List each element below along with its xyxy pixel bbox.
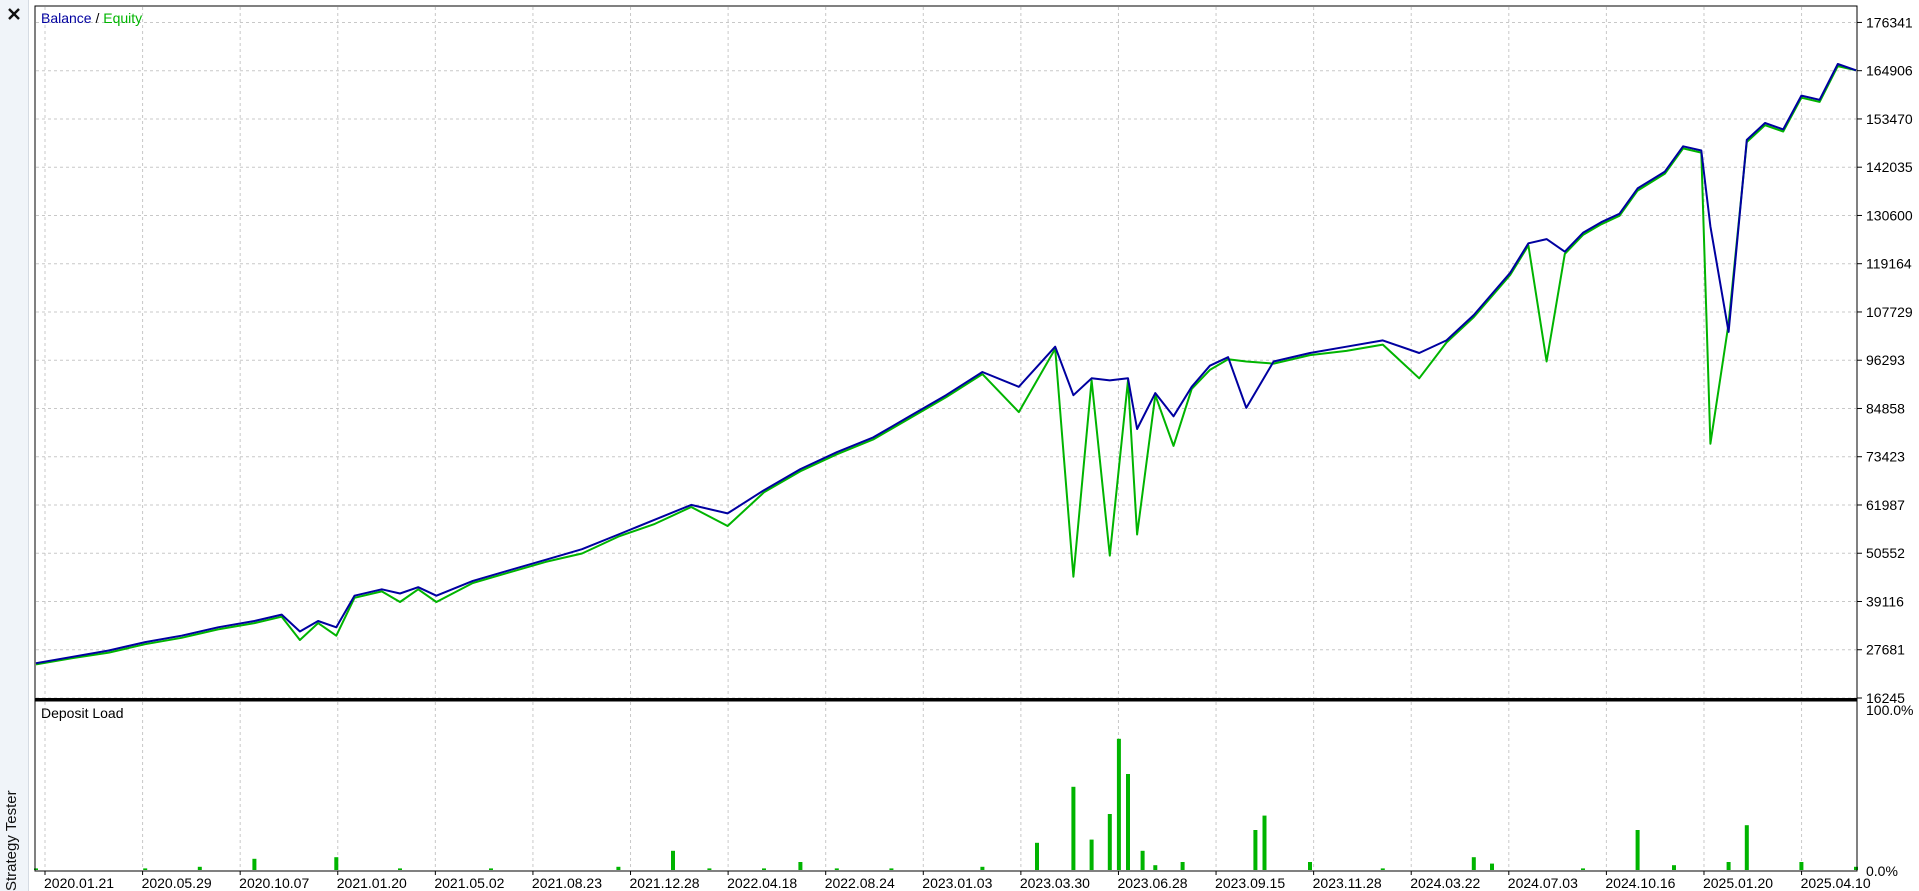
deposit-load-bar — [889, 868, 894, 870]
deposit-load-bar — [1490, 863, 1494, 870]
deposit-load-bar — [1180, 862, 1185, 870]
close-button[interactable] — [4, 4, 24, 24]
deposit-load-bar — [197, 866, 202, 870]
deposit-load-bar — [143, 868, 148, 870]
deposit-load-bar — [34, 868, 38, 870]
deposit-load-bar — [798, 862, 803, 870]
legend-equity: Equity — [103, 10, 142, 26]
y-axis: 16245 27681 39116 50552 61987 73423 84858 96293… — [1857, 14, 1913, 879]
deposit-load-bar — [980, 866, 985, 870]
x-tick-label: 2023.01.03 — [922, 875, 992, 891]
deposit-load-bar — [1471, 857, 1476, 870]
deposit-load-bar — [1089, 839, 1094, 870]
load-y-label-bottom: 0.0% — [1866, 863, 1898, 879]
x-tick-label: 2024.03.22 — [1410, 875, 1480, 891]
x-tick-label: 2022.04.18 — [727, 875, 797, 891]
deposit-load-bar — [1071, 786, 1076, 870]
deposit-load-bar — [1107, 814, 1112, 870]
deposit-load-bar — [334, 857, 339, 870]
deposit-load-bar — [1116, 738, 1121, 870]
x-tick-label: 2021.08.23 — [532, 875, 602, 891]
y-tick-label: 61987 — [1866, 497, 1905, 513]
deposit-load-bar — [1581, 868, 1585, 870]
x-tick-label: 2021.05.02 — [434, 875, 504, 891]
deposit-load-bar — [398, 868, 402, 870]
grid — [36, 7, 1856, 870]
y-tick-label: 176341 — [1866, 14, 1913, 30]
x-tick-label: 2023.09.15 — [1215, 875, 1285, 891]
x-tick-label: 2025.01.20 — [1703, 875, 1773, 891]
deposit-load-bar — [671, 850, 675, 870]
deposit-load-bar — [1140, 850, 1145, 870]
y-tick-label: 27681 — [1866, 642, 1905, 658]
y-tick-label: 73423 — [1866, 449, 1905, 465]
load-y-label-top: 100.0% — [1866, 702, 1913, 718]
deposit-load-bar — [1126, 774, 1130, 870]
deposit-load-bar — [1153, 865, 1158, 870]
x-tick-label: 2023.03.30 — [1020, 875, 1090, 891]
deposit-load-bar — [834, 868, 839, 870]
legend-balance: Balance — [41, 10, 92, 26]
deposit-load-bar — [1635, 830, 1640, 870]
x-tick-label: 2021.12.28 — [630, 875, 700, 891]
y-tick-label: 107729 — [1866, 304, 1913, 320]
x-tick-label: 2022.08.24 — [825, 875, 895, 891]
deposit-load-bar — [1726, 862, 1731, 870]
deposit-load-bar — [707, 868, 712, 870]
y-tick-label: 96293 — [1866, 352, 1905, 368]
deposit-load-bar — [1380, 868, 1385, 870]
x-tick-label: 2023.06.28 — [1117, 875, 1187, 891]
y-tick-label: 84858 — [1866, 400, 1905, 416]
deposit-load-bar — [616, 866, 621, 870]
deposit-load-bar — [1672, 865, 1676, 870]
x-tick-label: 2020.05.29 — [142, 875, 212, 891]
deposit-load-bar — [1799, 862, 1804, 870]
y-tick-label: 16245 — [1866, 690, 1905, 706]
y-tick-label: 130600 — [1866, 207, 1913, 223]
deposit-load-bar — [252, 858, 257, 870]
series — [35, 63, 1857, 666]
x-tick-label: 2024.10.16 — [1605, 875, 1675, 891]
deposit-load-bar — [1035, 842, 1039, 870]
deposit-load-bar — [489, 868, 493, 870]
x-tick-label: 2025.04.10 — [1801, 875, 1871, 891]
deposit-load-bar — [1253, 830, 1258, 870]
deposit-load-title: Deposit Load — [41, 705, 124, 721]
x-tick-label: 2024.07.03 — [1508, 875, 1578, 891]
y-tick-label: 50552 — [1866, 545, 1905, 561]
deposit-load-bars — [34, 738, 1858, 870]
y-tick-label: 142035 — [1866, 159, 1913, 175]
side-panel: Strategy Tester — [0, 0, 29, 891]
y-tick-label: 153470 — [1866, 111, 1913, 127]
deposit-load-bar — [1854, 866, 1858, 870]
x-tick-label: 2020.10.07 — [239, 875, 309, 891]
y-tick-label: 119164 — [1866, 256, 1912, 272]
chart-legend: Balance / Equity — [41, 10, 142, 26]
y-tick-label: 164906 — [1866, 63, 1913, 79]
deposit-load-bar — [1262, 815, 1267, 870]
legend-separator: / — [92, 10, 104, 26]
deposit-load-bar — [762, 868, 766, 870]
x-tick-label: 2021.01.20 — [337, 875, 407, 891]
main-chart-frame — [34, 5, 1858, 701]
deposit-load-bar — [1744, 825, 1749, 870]
y-tick-label: 39116 — [1866, 593, 1904, 609]
deposit-panel-frame — [34, 700, 1858, 872]
x-tick-label: 2020.01.21 — [44, 875, 114, 891]
close-icon — [8, 8, 20, 20]
deposit-load-bar — [1308, 862, 1312, 870]
balance-line — [35, 63, 1857, 665]
x-tick-label: 2023.11.28 — [1313, 875, 1382, 891]
equity-line — [35, 65, 1857, 666]
x-axis: 2020.01.21 2020.05.29 2020.10.07 2021.01.20… — [44, 871, 1871, 891]
